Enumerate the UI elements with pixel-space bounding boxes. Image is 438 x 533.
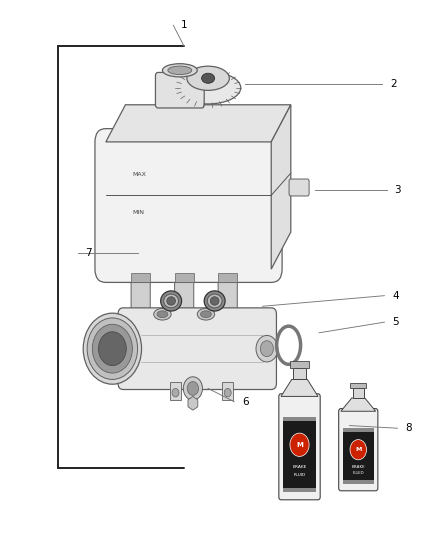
FancyBboxPatch shape	[339, 409, 378, 491]
Text: 1: 1	[181, 20, 187, 30]
Bar	[343, 428, 374, 432]
Polygon shape	[106, 105, 291, 142]
Text: MAX: MAX	[132, 172, 146, 177]
Ellipse shape	[219, 311, 237, 322]
Ellipse shape	[175, 311, 193, 322]
Circle shape	[290, 433, 309, 456]
FancyBboxPatch shape	[279, 394, 320, 500]
Ellipse shape	[176, 72, 241, 104]
FancyBboxPatch shape	[218, 267, 237, 319]
Ellipse shape	[197, 309, 215, 320]
Ellipse shape	[167, 297, 176, 305]
Ellipse shape	[201, 73, 215, 83]
Ellipse shape	[157, 311, 168, 318]
Ellipse shape	[204, 291, 225, 311]
Text: 4: 4	[392, 290, 399, 301]
Ellipse shape	[161, 291, 182, 311]
Ellipse shape	[164, 294, 179, 308]
Polygon shape	[188, 397, 198, 410]
Circle shape	[92, 324, 132, 373]
Text: 3: 3	[394, 184, 401, 195]
Text: M: M	[355, 447, 361, 452]
Circle shape	[260, 341, 273, 357]
Circle shape	[256, 335, 278, 362]
Text: FLUID: FLUID	[353, 471, 364, 475]
Text: M: M	[296, 442, 303, 448]
Bar	[131, 273, 150, 282]
Text: 8: 8	[405, 423, 412, 433]
Bar	[350, 383, 366, 389]
Ellipse shape	[187, 66, 230, 91]
Ellipse shape	[168, 66, 192, 75]
Text: 5: 5	[392, 317, 399, 327]
FancyBboxPatch shape	[131, 267, 150, 319]
Bar	[293, 368, 307, 379]
Circle shape	[87, 318, 138, 379]
Polygon shape	[341, 398, 376, 411]
Circle shape	[187, 382, 198, 395]
FancyBboxPatch shape	[118, 308, 276, 390]
FancyBboxPatch shape	[95, 128, 282, 282]
Ellipse shape	[201, 311, 212, 318]
Text: 2: 2	[390, 78, 396, 88]
Bar	[343, 428, 374, 483]
Text: BRAKE: BRAKE	[351, 465, 365, 469]
Circle shape	[83, 313, 141, 384]
Text: BRAKE: BRAKE	[292, 465, 307, 469]
Bar	[290, 361, 309, 368]
FancyBboxPatch shape	[175, 267, 194, 319]
Ellipse shape	[131, 311, 150, 322]
Text: 7: 7	[85, 248, 92, 259]
Polygon shape	[281, 379, 318, 397]
Bar	[170, 382, 181, 400]
Text: 6: 6	[242, 397, 248, 407]
Ellipse shape	[210, 297, 219, 305]
Bar	[283, 488, 316, 492]
Circle shape	[184, 377, 202, 400]
Bar	[218, 273, 237, 282]
Bar	[223, 382, 233, 400]
Circle shape	[350, 440, 367, 460]
Text: FLUID: FLUID	[293, 473, 306, 477]
Ellipse shape	[207, 294, 222, 308]
FancyBboxPatch shape	[289, 179, 309, 196]
FancyBboxPatch shape	[155, 72, 204, 108]
Polygon shape	[271, 105, 291, 269]
Bar	[343, 480, 374, 483]
Bar	[283, 417, 316, 492]
Text: MIN: MIN	[132, 211, 144, 215]
Ellipse shape	[162, 63, 197, 77]
Ellipse shape	[154, 309, 171, 320]
Bar	[353, 389, 364, 398]
Bar	[175, 273, 194, 282]
Circle shape	[99, 332, 126, 366]
Circle shape	[224, 389, 231, 397]
Circle shape	[172, 389, 179, 397]
Bar	[283, 417, 316, 421]
